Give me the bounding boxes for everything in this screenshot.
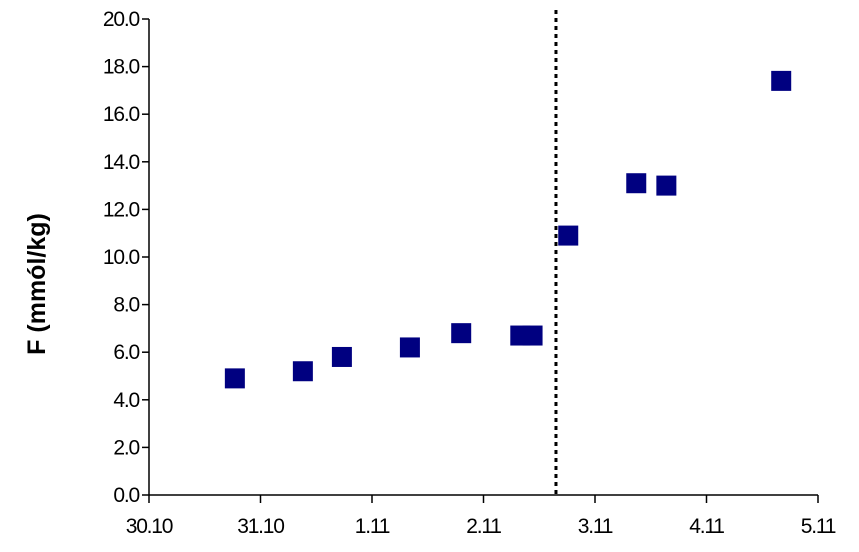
y-tick-label: 20.0 bbox=[103, 8, 140, 31]
x-tick-label: 31.10 bbox=[237, 515, 284, 538]
x-tick-label: 1.11 bbox=[355, 515, 390, 538]
y-tick-label: 16.0 bbox=[103, 103, 140, 126]
data-point bbox=[626, 173, 647, 194]
y-tick-label: 4.0 bbox=[113, 389, 139, 412]
y-axis-title: F (mmól/kg) bbox=[23, 213, 51, 355]
data-point bbox=[399, 337, 420, 358]
data-point bbox=[451, 323, 472, 344]
x-tick-label: 30.10 bbox=[126, 515, 173, 538]
x-axis-ticks: 30.10 31.10 1.11 2.11 3.11 4.11 5.11 bbox=[126, 495, 837, 538]
x-tick-label: 5.11 bbox=[801, 515, 836, 538]
y-tick-label: 6.0 bbox=[113, 341, 139, 364]
x-tick-label: 3.11 bbox=[578, 515, 613, 538]
y-tick-label: 2.0 bbox=[113, 436, 139, 459]
y-tick-label: 14.0 bbox=[103, 151, 140, 174]
data-point bbox=[224, 368, 245, 389]
data-point bbox=[558, 225, 579, 246]
plot-area: 0.02.04.06.08.010.012.014.016.018.020.0 … bbox=[103, 8, 837, 538]
x-tick-label: 2.11 bbox=[466, 515, 501, 538]
data-point bbox=[522, 325, 543, 346]
data-point bbox=[292, 361, 313, 382]
y-tick-label: 10.0 bbox=[103, 246, 140, 269]
y-tick-label: 18.0 bbox=[103, 56, 140, 79]
data-point bbox=[656, 175, 677, 196]
data-point bbox=[771, 70, 792, 91]
y-tick-label: 12.0 bbox=[103, 198, 140, 221]
y-axis-ticks: 0.0 2.0 4.0 6.0 8.0 10.0 12.0 14.0 16.0 18.0 20.0 bbox=[103, 8, 149, 507]
data-points bbox=[224, 70, 792, 389]
x-tick-label: 4.11 bbox=[689, 515, 724, 538]
data-point bbox=[331, 346, 352, 367]
y-tick-label: 0.0 bbox=[113, 484, 139, 507]
y-tick-label: 8.0 bbox=[113, 294, 139, 317]
